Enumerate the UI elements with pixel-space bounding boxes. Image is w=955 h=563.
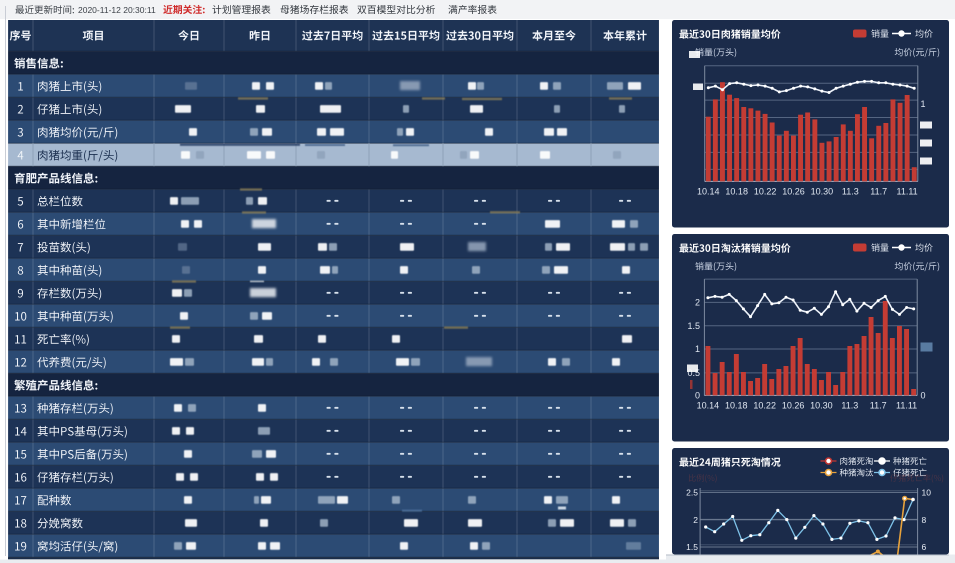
svg-text:11.3: 11.3 [841,401,858,411]
svg-text:10.26: 10.26 [782,187,805,197]
svg-text:2: 2 [693,515,698,525]
svg-text:6: 6 [922,542,927,552]
svg-text:11.7: 11.7 [870,401,887,411]
svg-text:0: 0 [921,391,926,401]
svg-text:1: 1 [921,99,926,109]
svg-text:11.7: 11.7 [870,187,887,197]
svg-text:10: 10 [922,488,932,498]
svg-text:10.18: 10.18 [725,401,748,411]
svg-text:2020-11-12 20:30:11: 2020-11-12 20:30:11 [78,5,156,15]
svg-text:11.11: 11.11 [897,187,918,197]
svg-text:0: 0 [695,391,700,401]
svg-text:11.3: 11.3 [842,187,859,197]
svg-text:11.11: 11.11 [896,401,917,411]
svg-text:1.5: 1.5 [687,321,700,331]
svg-text:0.5: 0.5 [687,368,700,378]
svg-text:10.14: 10.14 [697,187,720,197]
svg-text:10.22: 10.22 [753,401,776,411]
svg-text:10.30: 10.30 [810,401,833,411]
svg-text:2.5: 2.5 [686,488,698,498]
svg-text:2: 2 [695,298,700,308]
svg-text:8: 8 [922,515,927,525]
svg-text:10.30: 10.30 [811,187,834,197]
svg-text:10.14: 10.14 [697,401,720,411]
svg-text:10.22: 10.22 [754,187,777,197]
svg-text:1.5: 1.5 [686,542,698,552]
svg-text:10.18: 10.18 [725,187,748,197]
svg-text:10.26: 10.26 [782,401,805,411]
svg-text:1: 1 [695,344,700,354]
